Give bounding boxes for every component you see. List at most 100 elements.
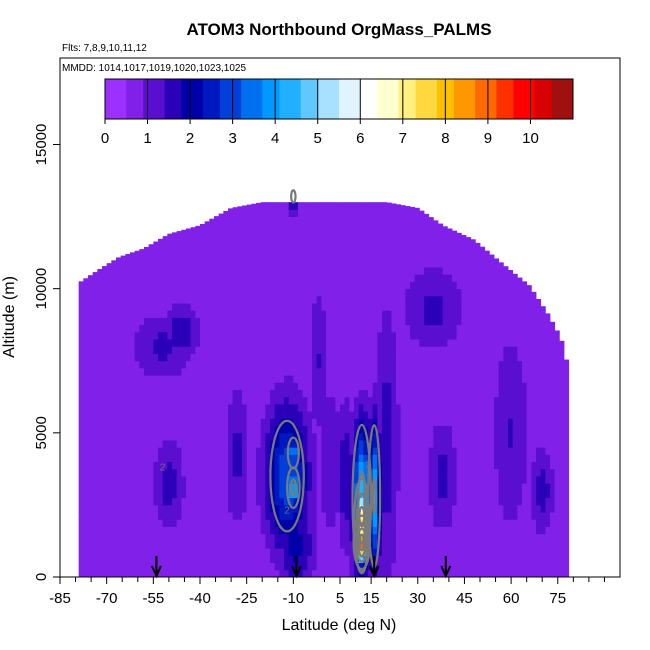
heatmap-cell	[279, 245, 285, 254]
heatmap-cell	[358, 375, 364, 383]
heatmap-cell	[111, 303, 117, 311]
heatmap-cell	[517, 425, 523, 434]
heatmap-cell	[307, 483, 313, 491]
heatmap-cell	[358, 209, 364, 217]
heatmap-cell	[242, 569, 248, 577]
heatmap-cell	[316, 288, 322, 297]
heatmap-cell	[307, 353, 313, 362]
heatmap-cell	[414, 540, 420, 549]
heatmap-cell	[517, 396, 523, 405]
heatmap-cell	[97, 382, 103, 390]
heatmap-cell	[102, 295, 108, 304]
heatmap-cell	[498, 404, 504, 412]
heatmap-cell	[489, 461, 495, 470]
heatmap-cell	[335, 274, 341, 282]
heatmap-cell	[246, 238, 252, 246]
heatmap-cell	[83, 324, 89, 333]
heatmap-cell	[270, 425, 276, 434]
heatmap-cell	[456, 497, 462, 506]
heatmap-cell	[508, 346, 514, 354]
heatmap-cell	[484, 418, 490, 427]
heatmap-cell	[456, 526, 462, 535]
heatmap-cell	[382, 317, 388, 326]
heatmap-cell	[116, 432, 122, 441]
heatmap-cell	[484, 468, 490, 477]
heatmap-cell	[531, 375, 537, 383]
heatmap-cell	[550, 411, 556, 419]
heatmap-cell	[195, 425, 201, 434]
heatmap-cell	[438, 375, 444, 383]
heatmap-cell	[316, 367, 322, 376]
heatmap-cell	[489, 353, 495, 362]
heatmap-cell	[484, 252, 490, 261]
heatmap-cell	[186, 396, 192, 405]
heatmap-cell	[410, 411, 416, 419]
heatmap-cell	[167, 367, 173, 376]
heatmap-cell	[102, 411, 108, 419]
heatmap-cell	[218, 497, 224, 506]
heatmap-cell	[461, 234, 467, 239]
heatmap-cell	[204, 454, 210, 463]
heatmap-cell	[330, 497, 336, 506]
heatmap-cell	[284, 223, 290, 232]
heatmap-cell	[414, 555, 420, 563]
heatmap-cell	[396, 375, 402, 383]
heatmap-cell	[475, 339, 481, 347]
heatmap-cell	[475, 533, 481, 542]
heatmap-cell	[508, 526, 514, 535]
heatmap-cell	[148, 483, 154, 491]
heatmap-cell	[162, 375, 168, 383]
heatmap-cell	[232, 216, 238, 225]
heatmap-cell	[368, 367, 374, 376]
heatmap-cell	[237, 461, 243, 470]
heatmap-cell	[209, 432, 215, 441]
heatmap-cell	[536, 497, 542, 506]
heatmap-cell	[470, 375, 476, 383]
heatmap-cell	[344, 411, 350, 419]
heatmap-cell	[214, 519, 220, 527]
heatmap-cell	[484, 548, 490, 556]
heatmap-cell	[358, 526, 364, 535]
heatmap-cell	[312, 339, 318, 347]
heatmap-cell	[139, 259, 145, 268]
heatmap-cell	[442, 238, 448, 246]
heatmap-cell	[522, 288, 528, 297]
heatmap-cell	[284, 404, 290, 412]
heatmap-cell	[218, 461, 224, 470]
heatmap-cell	[214, 526, 220, 535]
heatmap-cell	[293, 331, 299, 340]
heatmap-cell	[270, 526, 276, 535]
heatmap-cell	[302, 504, 308, 513]
heatmap-cell	[452, 569, 458, 577]
heatmap-cell	[218, 238, 224, 246]
heatmap-cell	[83, 512, 89, 520]
heatmap-cell	[298, 382, 304, 390]
heatmap-cell	[190, 540, 196, 549]
heatmap-cell	[344, 548, 350, 556]
heatmap-cell	[475, 281, 481, 290]
heatmap-cell	[274, 555, 280, 563]
heatmap-cell	[554, 483, 560, 491]
heatmap-cell	[372, 432, 378, 441]
heatmap-cell	[433, 461, 439, 470]
heatmap-cell	[83, 303, 89, 311]
heatmap-cell	[442, 353, 448, 362]
heatmap-cell	[456, 447, 462, 455]
heatmap-cell	[316, 447, 322, 455]
heatmap-cell	[130, 440, 136, 448]
heatmap-cell	[83, 353, 89, 362]
heatmap-cell	[106, 447, 112, 455]
heatmap-cell	[195, 360, 201, 369]
heatmap-cell	[414, 569, 420, 577]
heatmap-cell	[428, 512, 434, 520]
heatmap-cell	[279, 504, 285, 513]
heatmap-cell	[242, 411, 248, 419]
heatmap-cell	[116, 375, 122, 383]
heatmap-cell	[550, 367, 556, 376]
heatmap-cell	[498, 476, 504, 484]
heatmap-cell	[120, 483, 126, 491]
heatmap-cell	[83, 468, 89, 477]
heatmap-cell	[419, 526, 425, 535]
heatmap-cell	[386, 324, 392, 333]
heatmap-cell	[270, 540, 276, 549]
